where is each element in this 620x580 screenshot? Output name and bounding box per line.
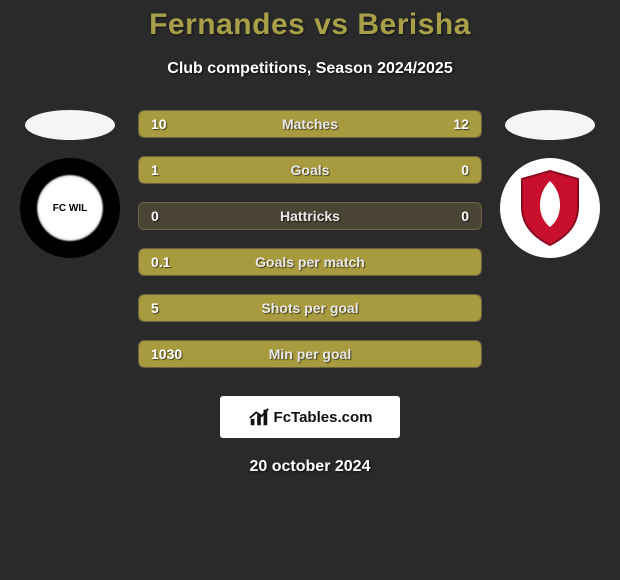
stat-value-left: 1030: [139, 346, 199, 362]
chart-icon: [248, 406, 270, 428]
right-player-col: [500, 110, 600, 258]
stat-label: Min per goal: [199, 346, 421, 362]
stat-label: Matches: [199, 116, 421, 132]
source-label: FcTables.com: [274, 409, 373, 426]
stats-bars: 10Matches121Goals00Hattricks00.1Goals pe…: [138, 110, 482, 368]
stat-bar: 1Goals0: [138, 156, 482, 184]
source-badge: FcTables.com: [220, 396, 400, 438]
stat-label: Shots per goal: [199, 300, 421, 316]
date-line: 20 october 2024: [0, 458, 620, 476]
stat-value-left: 1: [139, 162, 199, 178]
stat-value-left: 0.1: [139, 254, 199, 270]
right-avatar-placeholder: [505, 110, 595, 140]
stat-value-right: 0: [421, 162, 481, 178]
stat-value-left: 10: [139, 116, 199, 132]
page-title: Fernandes vs Berisha: [0, 8, 620, 42]
stat-bar: 0Hattricks0: [138, 202, 482, 230]
stat-bar: 0.1Goals per match: [138, 248, 482, 276]
shield-icon: [518, 169, 582, 247]
left-avatar-placeholder: [25, 110, 115, 140]
stat-value-left: 5: [139, 300, 199, 316]
stat-value-right: 12: [421, 116, 481, 132]
stat-bar: 10Matches12: [138, 110, 482, 138]
stat-bar: 5Shots per goal: [138, 294, 482, 322]
stat-label: Goals: [199, 162, 421, 178]
comparison-container: Fernandes vs Berisha Club competitions, …: [0, 0, 620, 580]
stat-bar: 1030Min per goal: [138, 340, 482, 368]
right-club-badge: [500, 158, 600, 258]
left-player-col: [20, 110, 120, 258]
stat-value-right: 0: [421, 208, 481, 224]
left-club-badge: [20, 158, 120, 258]
main-row: 10Matches121Goals00Hattricks00.1Goals pe…: [0, 110, 620, 368]
stat-value-left: 0: [139, 208, 199, 224]
page-subtitle: Club competitions, Season 2024/2025: [0, 60, 620, 78]
stat-label: Goals per match: [199, 254, 421, 270]
stat-label: Hattricks: [199, 208, 421, 224]
